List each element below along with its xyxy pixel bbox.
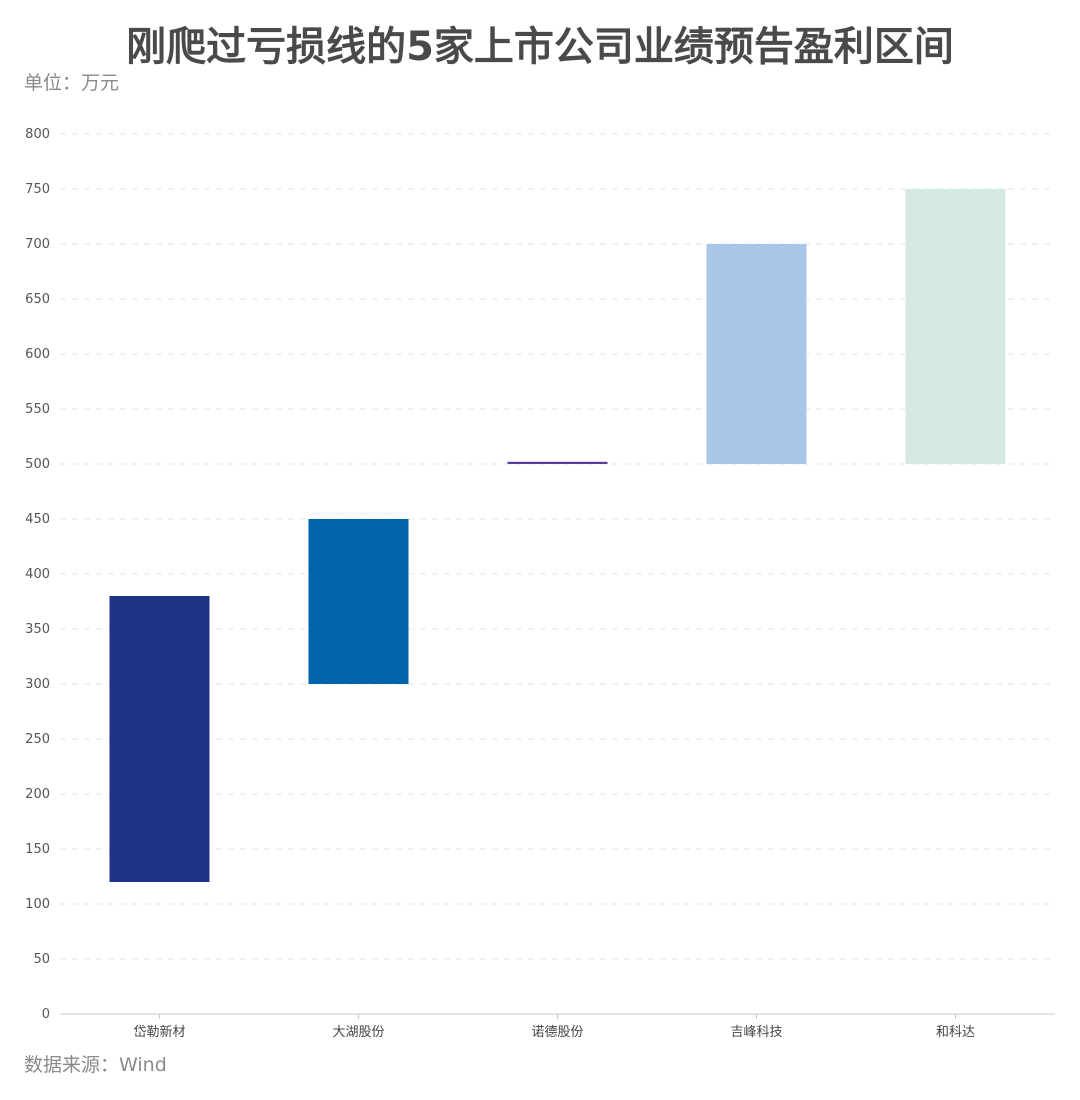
unit-label: 单位：万元 [24,72,120,94]
y-tick-label: 700 [25,237,50,252]
y-tick-label: 350 [25,622,50,637]
bar-2 [308,519,409,684]
gridlines [60,133,1055,960]
x-tick-label: 大湖股份 [332,1025,384,1040]
x-axis-ticks: 岱勒新材 大湖股份 诺德股份 吉峰科技 和科达 [133,1014,975,1040]
y-tick-label: 750 [25,182,50,197]
y-tick-label: 200 [25,787,50,802]
bar-5 [905,189,1006,464]
x-tick-label: 诺德股份 [531,1025,583,1040]
y-tick-label: 150 [25,842,50,857]
y-tick-label: 650 [25,292,50,307]
y-tick-label: 550 [25,402,50,417]
range-bars [109,189,1006,882]
bar-1 [109,596,210,882]
y-tick-label: 0 [42,1007,50,1022]
y-tick-label: 600 [25,347,50,362]
y-tick-label: 800 [25,127,50,142]
x-tick-label: 岱勒新材 [133,1024,185,1040]
y-tick-label: 450 [25,512,50,527]
source-label: 数据来源：Wind [24,1054,167,1076]
x-tick-label: 和科达 [936,1025,975,1040]
y-tick-label: 300 [25,677,50,692]
bar-3 [507,461,608,464]
y-tick-label: 400 [25,567,50,582]
y-tick-label: 500 [25,457,50,472]
x-tick-label: 吉峰科技 [730,1025,782,1040]
chart-title: 刚爬过亏损线的5家上市公司业绩预告盈利区间 [126,24,954,70]
y-tick-label: 100 [25,897,50,912]
y-tick-label: 50 [33,952,50,967]
bar-4 [706,244,807,464]
y-tick-label: 250 [25,732,50,747]
y-axis-ticks: 0 50 100 150 200 250 300 350 400 450 500 550 600 650 7… [25,127,50,1022]
